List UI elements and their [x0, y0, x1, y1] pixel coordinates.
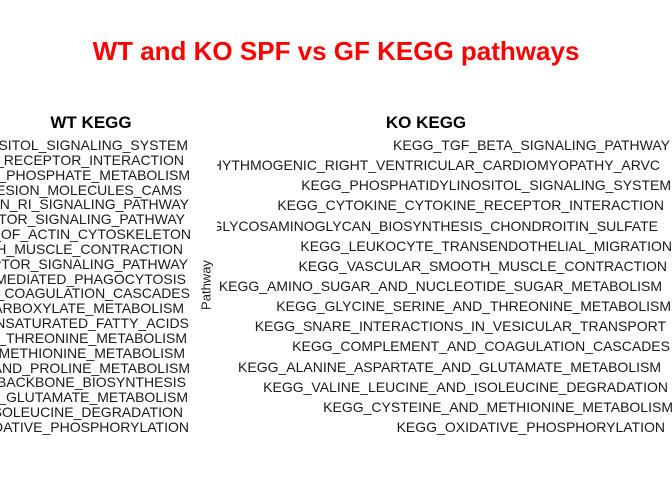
pathway-tick-label: KEGG_VALINE_LEUCINE_AND_ISOLEUCINE_DEGRA… — [0, 404, 183, 421]
pathway-tick-label: KEGG_CYTOKINE_CYTOKINE_RECEPTOR_INTERACT… — [277, 197, 664, 214]
pathway-tick-label: KEGG_INOSITOL_PHOSPHATE_METABOLISM — [0, 166, 190, 183]
pathway-tick-label: KEGG_REGULATION_OF_ACTIN_CYTOSKELETON — [0, 226, 190, 243]
pathway-tick-label: KEGG_VALINE_LEUCINE_AND_ISOLEUCINE_DEGRA… — [263, 378, 668, 395]
pathway-tick-label: KEGG_ALANINE_ASPARTATE_AND_GLUTAMATE_MET… — [238, 358, 661, 375]
pathway-tick-label: KEGG_GLYOXYLATE_AND_DICARBOXYLATE_METABO… — [0, 300, 184, 317]
pathway-tick-label: KEGG_GLYCINE_SERINE_AND_THREONINE_METABO… — [276, 298, 671, 315]
ko-tick-labels: KEGG_TGF_BETA_SIGNALING_PATHWAY KEGG_ARRH… — [217, 105, 672, 445]
pathway-tick-label: KEGG_CELL_ADHESION_MOLECULES_CAMS — [0, 181, 182, 198]
pathway-tick-label: KEGG_LEUKOCYTE_TRANSENDOTHELIAL_MIGRATIO… — [300, 237, 672, 254]
chart-title: WT and KO SPF vs GF KEGG pathways — [92, 36, 580, 66]
pathway-tick-label: KEGG_TERPENOID_BACKBONE_BIOSYNTHESIS — [0, 374, 186, 391]
pathway-tick-label: KEGG_CYSTEINE_AND_METHIONINE_METABOLISM — [323, 398, 672, 415]
pathway-tick-label: KEGG_CYSTEINE_AND_METHIONINE_METABOLISM — [0, 344, 185, 361]
pathway-tick-label: KEGG_BIOSYNTHESIS_OF_UNSATURATED_FATTY_A… — [0, 315, 189, 332]
pathway-tick-label: KEGG_OXIDATIVE_PHOSPHORYLATION — [0, 419, 189, 435]
pathway-tick-label: KEGG_FC_GAMMA_R_MEDIATED_PHAGOCYTOSIS — [0, 270, 186, 287]
pathway-tick-label: KEGG_GLYCINE_SERINE_AND_THREONINE_METABO… — [0, 329, 187, 346]
pathway-tick-label: KEGG_AMINO_SUGAR_AND_NUCLEOTIDE_SUGAR_ME… — [218, 278, 662, 294]
pathway-tick-label: KEGG_B_CELL_RECEPTOR_SIGNALING_PATHWAY — [0, 255, 188, 272]
wt-panel-title: WT KEGG — [50, 113, 132, 132]
pathway-tick-label: KEGG_PHOSPHATIDYLINOSITOL_SIGNALING_SYST… — [301, 177, 671, 194]
pathway-tick-label: KEGG_TOLL_LIKE_RECEPTOR_SIGNALING_PATHWA… — [0, 211, 185, 228]
ko-panel: KO KEGG KEGG_TGF_BETA_SIGNALING_PATHWAYK… — [217, 105, 672, 445]
pathway-tick-label: KEGG_COMPLEMENT_AND_COAGULATION_CASCADES — [292, 338, 670, 355]
pathway-tick-label: KEGG_VASCULAR_SMOOTH_MUSCLE_CONTRACTION — [298, 257, 667, 274]
wt-panel: WT KEGG KEGG_PHOSPHATIDYLINOSITOL_SIGNAL… — [0, 105, 190, 445]
pathway-tick-label: KEGG_ARRHYTHMOGENIC_RIGHT_VENTRICULAR_CA… — [217, 157, 660, 174]
y-axis-title: Pathway — [198, 260, 214, 310]
pathway-tick-label: KEGG_CYTOKINE_CYTOKINE_RECEPTOR_INTERACT… — [0, 151, 184, 168]
pathway-tick-label: KEGG_OXIDATIVE_PHOSPHORYLATION — [396, 419, 665, 435]
pathway-tick-label: KEGG_FC_EPSILON_RI_SIGNALING_PATHWAY — [0, 196, 189, 213]
pathway-tick-label: KEGG_COMPLEMENT_AND_COAGULATION_CASCADES — [0, 285, 190, 302]
pathway-tick-label: KEGG_SNARE_INTERACTIONS_IN_VESICULAR_TRA… — [254, 318, 666, 335]
pathway-tick-label: KEGG_ARGININE_AND_PROLINE_METABOLISM — [0, 359, 190, 376]
ko-panel-title: KO KEGG — [385, 113, 467, 132]
pathway-tick-label: KEGG_TGF_BETA_SIGNALING_PATHWAY — [393, 137, 670, 153]
pathway-tick-label: KEGG_PHOSPHATIDYLINOSITOL_SIGNALING_SYST… — [0, 137, 188, 153]
pathway-tick-label: KEGG_VASCULAR_SMOOTH_MUSCLE_CONTRACTION — [0, 240, 183, 257]
pathway-tick-label: KEGG_ALANINE_ASPARTATE_AND_GLUTAMATE_MET… — [0, 389, 188, 406]
wt-tick-labels: KEGG_PHOSPHATIDYLINOSITOL_SIGNALING_SYST… — [0, 105, 190, 445]
pathway-tick-label: KEGG_GLYCOSAMINOGLYCAN_BIOSYNTHESIS_CHON… — [217, 217, 658, 234]
